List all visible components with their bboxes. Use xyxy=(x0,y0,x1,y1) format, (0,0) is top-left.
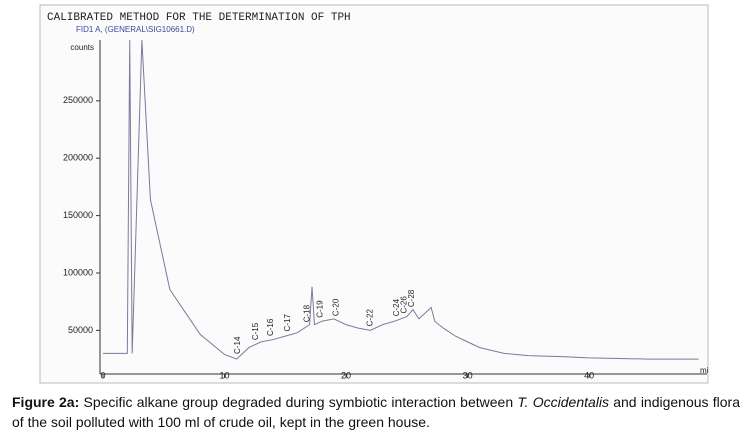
x-tick-label: 10 xyxy=(220,370,230,380)
caption-label: Figure 2a: xyxy=(12,394,80,410)
x-axis-label: mi xyxy=(700,366,709,375)
x-tick-label: 20 xyxy=(341,370,351,380)
peak-label: C-20 xyxy=(331,298,340,316)
peak-label: C-14 xyxy=(233,336,242,354)
peak-label: C-19 xyxy=(316,300,325,318)
y-tick-label: 50000 xyxy=(68,325,93,335)
peak-label: C-17 xyxy=(283,314,292,332)
caption: Figure 2a: Specific alkane group degrade… xyxy=(12,392,740,432)
caption-species: T. Occidentalis xyxy=(517,394,609,410)
peak-label: C-18 xyxy=(302,304,311,322)
peak-label: C-28 xyxy=(407,289,416,307)
peak-label: C-24 xyxy=(392,298,401,316)
caption-text: Specific alkane group degraded during sy… xyxy=(83,394,514,410)
peak-label: C-22 xyxy=(365,308,374,326)
peak-label: C-26 xyxy=(400,296,409,314)
peak-label: C-16 xyxy=(266,318,275,336)
trace xyxy=(103,40,699,360)
peak-label: C-15 xyxy=(251,322,260,340)
chart-subtitle: FID1 A, (GENERAL\SIG10661.D) xyxy=(76,25,195,34)
y-tick-label: 200000 xyxy=(63,153,93,163)
chart: CALIBRATED METHOD FOR THE DETERMINATION … xyxy=(39,4,709,384)
x-tick-label: 40 xyxy=(584,370,594,380)
x-tick-label: 30 xyxy=(463,370,473,380)
y-axis-label: counts xyxy=(70,43,94,52)
caption-text: and indigenous flora of the soil pollute… xyxy=(12,394,741,430)
x-tick-label: 0 xyxy=(100,370,105,380)
y-tick-label: 250000 xyxy=(63,95,93,105)
y-tick-label: 100000 xyxy=(63,267,93,277)
frame xyxy=(39,4,709,384)
y-tick-label: 150000 xyxy=(63,210,93,220)
chart-header: CALIBRATED METHOD FOR THE DETERMINATION … xyxy=(47,12,351,24)
